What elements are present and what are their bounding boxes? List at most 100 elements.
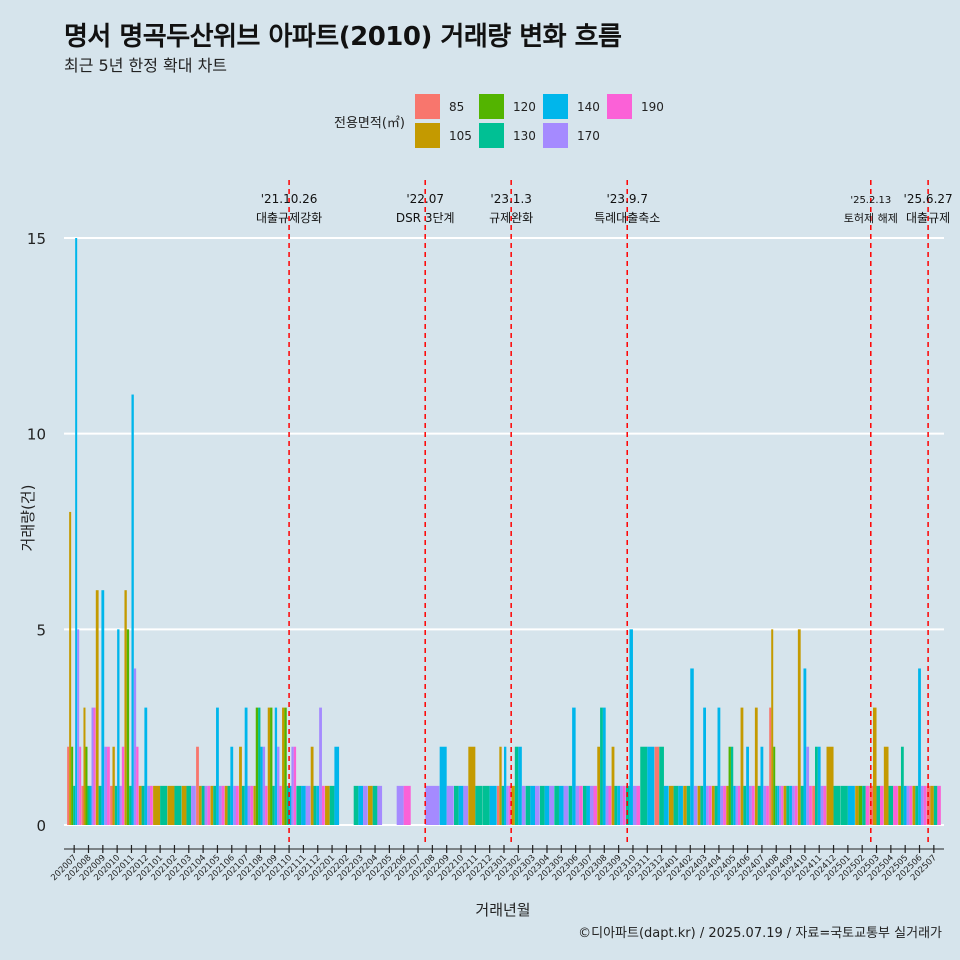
bar-140-202405 — [733, 785, 736, 825]
bar-170-202406 — [748, 785, 752, 825]
bar-130-202210 — [453, 785, 459, 825]
bar-130-202108 — [258, 707, 261, 825]
bar-170-202106 — [233, 785, 236, 825]
bar-140-202012 — [144, 707, 148, 825]
event-name-label: 대출규제 — [906, 211, 950, 225]
bar-190-202306 — [579, 785, 583, 825]
bar-190-202405 — [737, 785, 741, 825]
legend-swatch — [414, 123, 440, 148]
event-name-label: 대출규제강화 — [256, 211, 322, 225]
bar-140-202203 — [358, 785, 364, 825]
bar-120-202108 — [255, 707, 259, 825]
bar-105-202105 — [210, 785, 214, 825]
bar-170-202010 — [119, 785, 122, 825]
bar-140-202403 — [703, 707, 706, 825]
bar-190-202310 — [636, 785, 640, 825]
bar-130-202506 — [915, 785, 919, 825]
bar-140-202210 — [458, 785, 464, 825]
bar-170-202410 — [806, 746, 810, 825]
bar-130-202110 — [286, 785, 290, 825]
x-axis-title: 거래년월 — [475, 901, 530, 919]
bar-140-202212 — [489, 785, 497, 825]
bar-105-202505 — [898, 785, 901, 825]
bar-140-202411 — [817, 746, 821, 825]
bar-105-202403 — [697, 785, 701, 825]
event-date-label: '23.1.3 — [490, 192, 531, 206]
bar-140-202105 — [216, 707, 219, 825]
bar-130-202407 — [757, 785, 761, 825]
bar-140-202506 — [918, 668, 921, 825]
bar-190-202107 — [250, 785, 254, 825]
bar-105-202503 — [873, 707, 877, 825]
bar-140-202301 — [504, 746, 507, 825]
bar-105-202102 — [167, 785, 175, 825]
bar-105-202412 — [826, 746, 834, 825]
legend-swatch — [606, 94, 632, 119]
bar-170-202505 — [906, 785, 910, 825]
bar-170-202109 — [277, 746, 280, 825]
bar-85-202008 — [81, 785, 84, 825]
bar-170-202209 — [446, 785, 454, 825]
bar-105-202302 — [511, 785, 515, 825]
bar-170-202405 — [735, 785, 738, 825]
bar-140-202307 — [586, 785, 590, 825]
bar-130-202301 — [501, 785, 504, 825]
legend: 전용면적(㎡) 85 105 120 130 140 170 190 — [334, 92, 671, 150]
bar-170-202302 — [521, 785, 526, 825]
bar-140-202410 — [803, 668, 807, 825]
bar-140-202308 — [602, 707, 606, 825]
bar-170-202103 — [191, 785, 196, 825]
bar-140-202310 — [629, 629, 633, 825]
bar-190-202505 — [909, 785, 913, 825]
bar-105-202104 — [198, 785, 202, 825]
bar-105-202405 — [726, 785, 729, 825]
bar-85-202312 — [654, 746, 660, 825]
bar-170-202203 — [363, 785, 368, 825]
bar-105-202011 — [124, 590, 127, 825]
bar-170-202306 — [575, 785, 580, 825]
bar-130-202107 — [241, 785, 245, 825]
bar-85-202007 — [67, 746, 70, 825]
legend-label: 130 — [512, 128, 536, 143]
bar-170-202310 — [632, 785, 637, 825]
bar-140-202306 — [572, 707, 576, 825]
bar-190-202502 — [865, 785, 870, 825]
bar-85-202104 — [196, 746, 199, 825]
bar-190-202105 — [221, 785, 225, 825]
bar-190-202104 — [207, 785, 211, 825]
bar-130-202402 — [686, 785, 691, 825]
legend-item-120: 120 — [478, 92, 543, 121]
bar-190-202409 — [794, 785, 798, 825]
bar-170-202308 — [605, 785, 609, 825]
bar-170-202008 — [91, 707, 94, 825]
bar-140-202303 — [530, 785, 535, 825]
bar-105-202309 — [611, 746, 615, 825]
bar-130-202012 — [141, 785, 145, 825]
bar-130-202411 — [815, 746, 818, 825]
bar-170-202506 — [920, 785, 924, 825]
bar-105-202404 — [711, 785, 715, 825]
bar-105-202502 — [855, 785, 859, 825]
bar-190-202010 — [121, 746, 125, 825]
bar-190-202109 — [279, 785, 282, 825]
bar-190-202012 — [150, 785, 153, 825]
bar-170-202108 — [262, 746, 266, 825]
bar-130-202103 — [186, 785, 192, 825]
bar-140-202505 — [903, 785, 907, 825]
bar-140-202408 — [777, 785, 780, 825]
bar-190-202410 — [809, 785, 812, 825]
bar-140-202110 — [289, 785, 292, 825]
bar-130-202009 — [98, 785, 102, 825]
bar-130-202406 — [743, 785, 747, 825]
bar-140-202404 — [717, 707, 721, 825]
event-date-label: '23.9.7 — [606, 192, 647, 206]
bar-140-202402 — [690, 668, 694, 825]
bar-130-202502 — [862, 785, 866, 825]
bar-190-202112 — [321, 785, 325, 825]
bar-140-202201 — [334, 746, 340, 825]
chart-title: 명서 명곡두산위브 아파트(2010) 거래량 변화 흐름 — [64, 22, 622, 52]
bar-130-202505 — [900, 746, 904, 825]
bar-190-202411 — [823, 785, 827, 825]
bar-130-202201 — [329, 785, 335, 825]
bar-130-202306 — [568, 785, 573, 825]
